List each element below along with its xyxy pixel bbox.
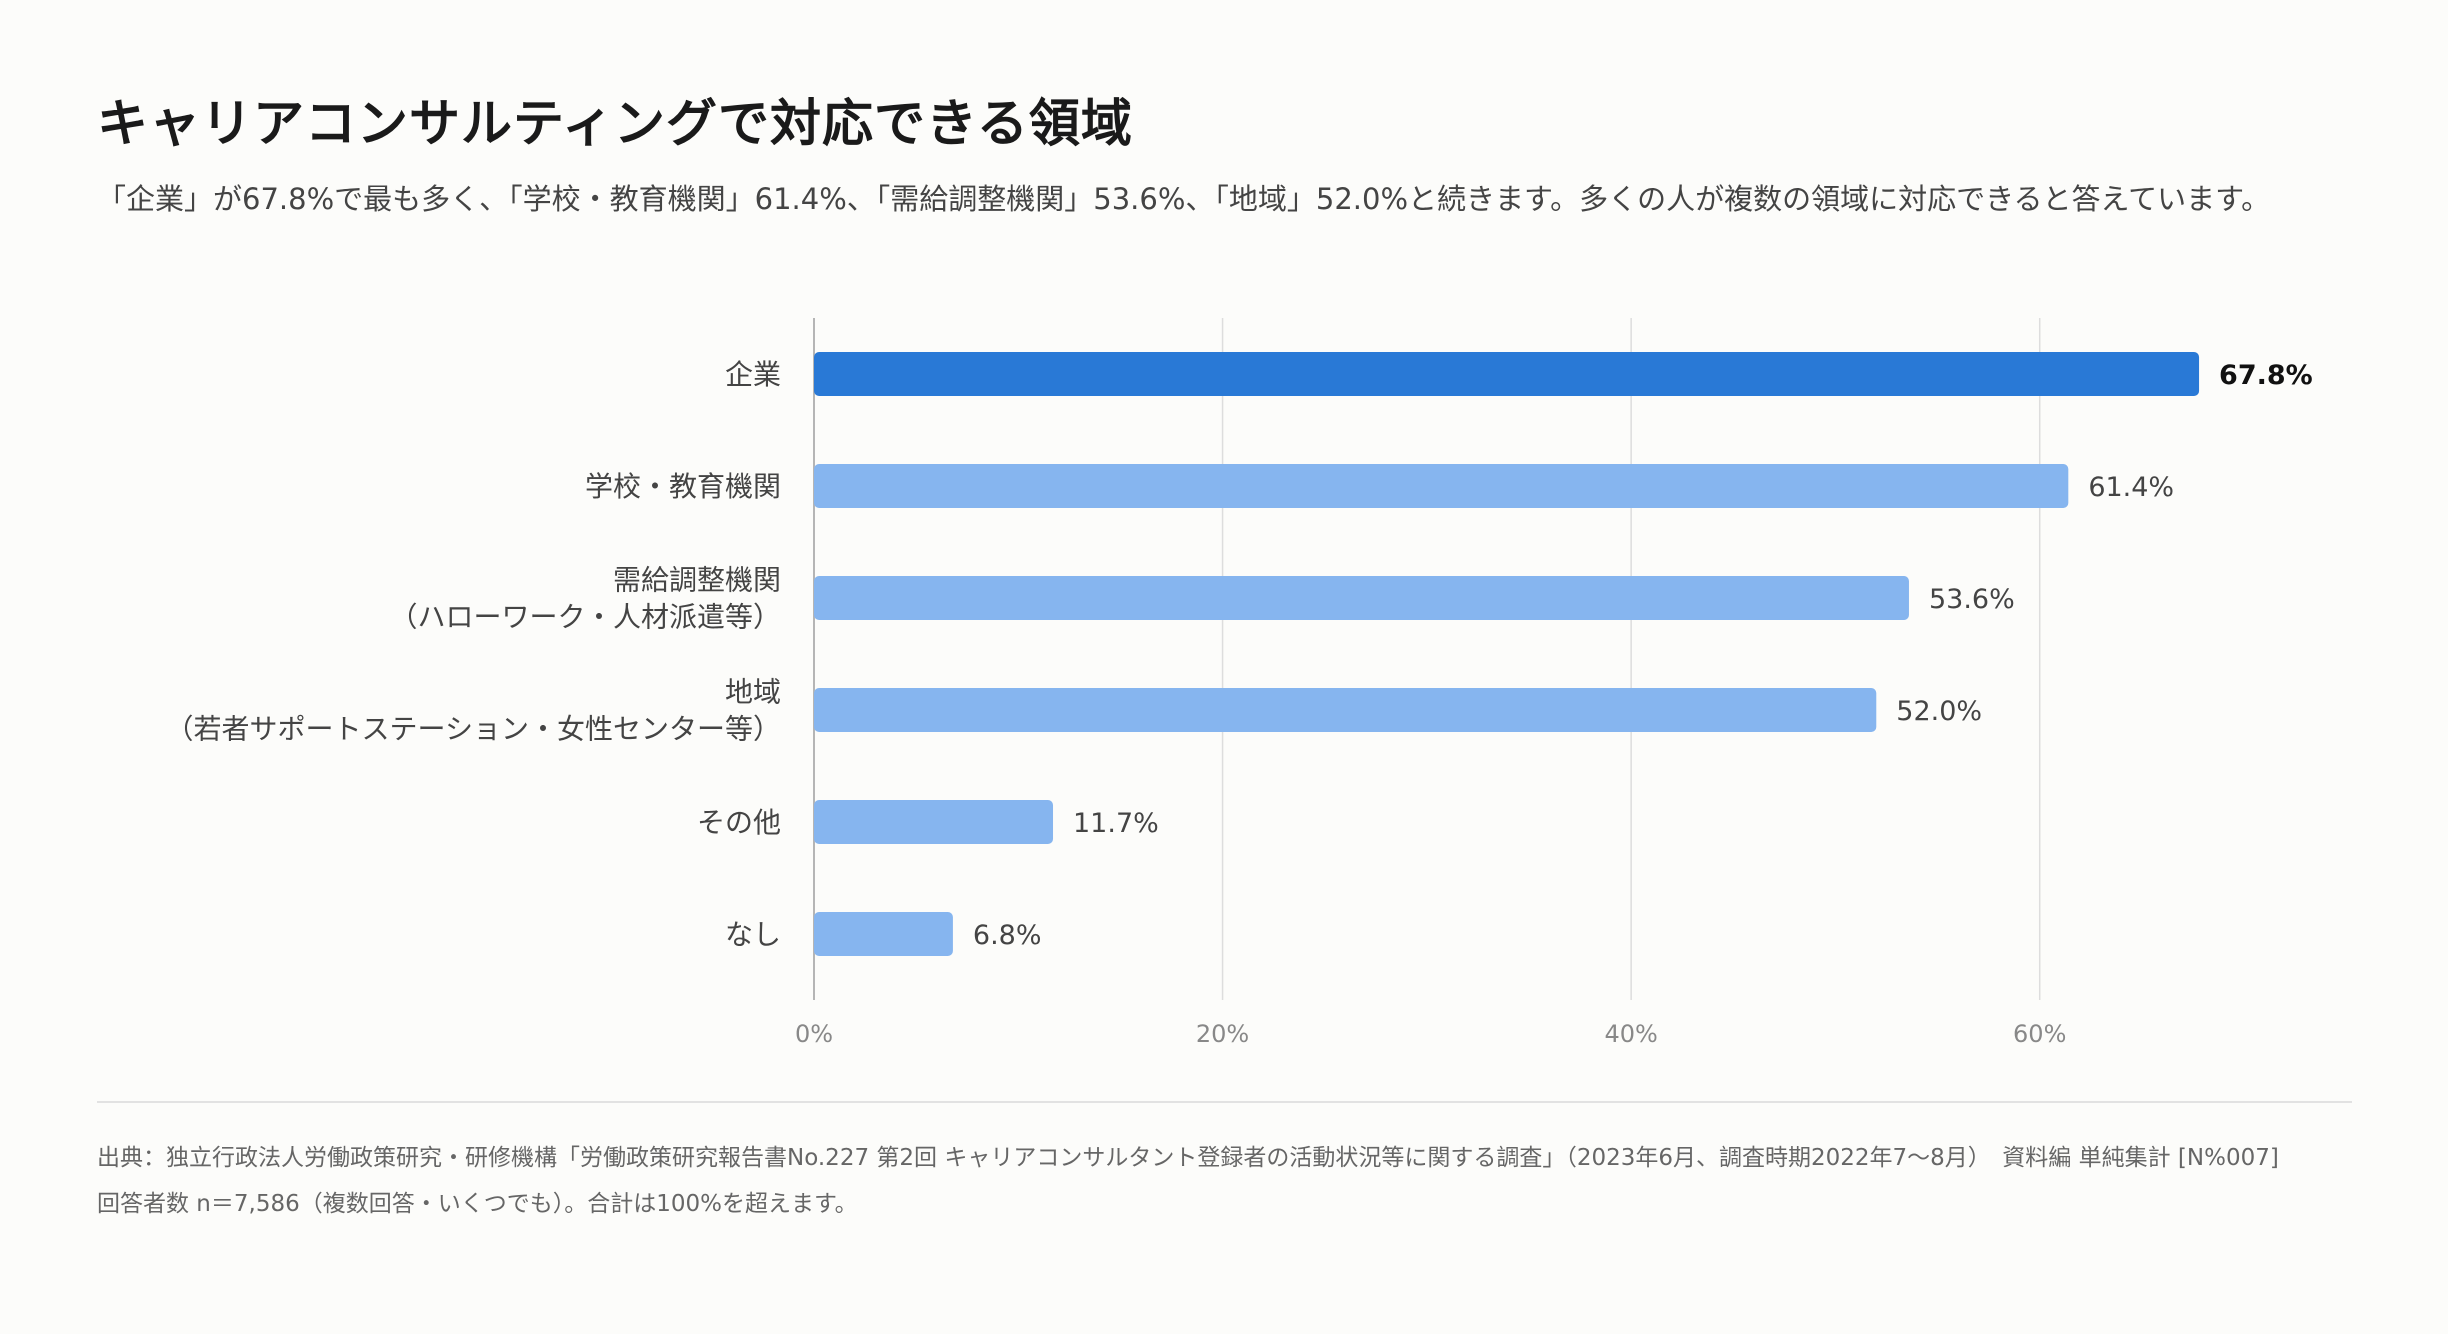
category-label: 学校・教育機関 [585, 470, 781, 503]
bar [814, 912, 953, 956]
category-label: 需給調整機関 [613, 564, 781, 597]
x-tick-label: 40% [1604, 1020, 1657, 1048]
page-title: キャリアコンサルティングで対応できる領域 [97, 95, 1133, 154]
category-label: なし [725, 918, 781, 951]
category-label: （若者サポートステーション・女性センター等） [166, 713, 781, 746]
bar-chart: 0% 20% 40% 60% 67.8% 企業 61.4% 学校・教育機関 53.6% 需給調整機… [97, 310, 2352, 1050]
page: キャリアコンサルティングで対応できる領域 「企業」が67.8%で最も多く、「学校… [97, 0, 2352, 1334]
page-subtitle: 「企業」が67.8%で最も多く、「学校・教育機関」61.4%、「需給調整機関」5… [97, 182, 2271, 216]
source-note: 出典：独立行政法人労働政策研究・研修機構「労働政策研究報告書No.227 第2回… [97, 1145, 2279, 1171]
category-label: （ハローワーク・人材派遣等） [390, 601, 781, 634]
x-tick-label: 0% [795, 1020, 833, 1048]
category-label: 地域 [725, 676, 781, 709]
footer: 出典：独立行政法人労働政策研究・研修機構「労働政策研究報告書No.227 第2回… [97, 1135, 2352, 1227]
bar-value-label: 52.0% [1896, 696, 1982, 727]
bar [814, 576, 1909, 620]
category-label: 企業 [725, 358, 781, 391]
x-tick-label: 20% [1196, 1020, 1249, 1048]
bar-value-label: 61.4% [2088, 472, 2174, 503]
bar-value-label: 67.8% [2219, 360, 2313, 391]
bar-value-label: 53.6% [1929, 584, 2015, 615]
bar [814, 464, 2069, 508]
bar [814, 800, 1054, 844]
bar-value-label: 6.8% [973, 920, 1042, 951]
respondents-note: 回答者数 n＝7,586（複数回答・いくつでも）。合計は100%を超えます。 [97, 1191, 858, 1217]
category-label: その他 [697, 806, 781, 839]
bar [814, 688, 1877, 732]
bar-value-label: 11.7% [1073, 808, 1159, 839]
x-tick-label: 60% [2013, 1020, 2066, 1048]
bar-chart-svg: 0% 20% 40% 60% 67.8% 企業 61.4% 学校・教育機関 53.6% 需給調整機… [166, 318, 2313, 1048]
footer-divider [97, 1101, 2352, 1103]
bar [814, 352, 2200, 396]
